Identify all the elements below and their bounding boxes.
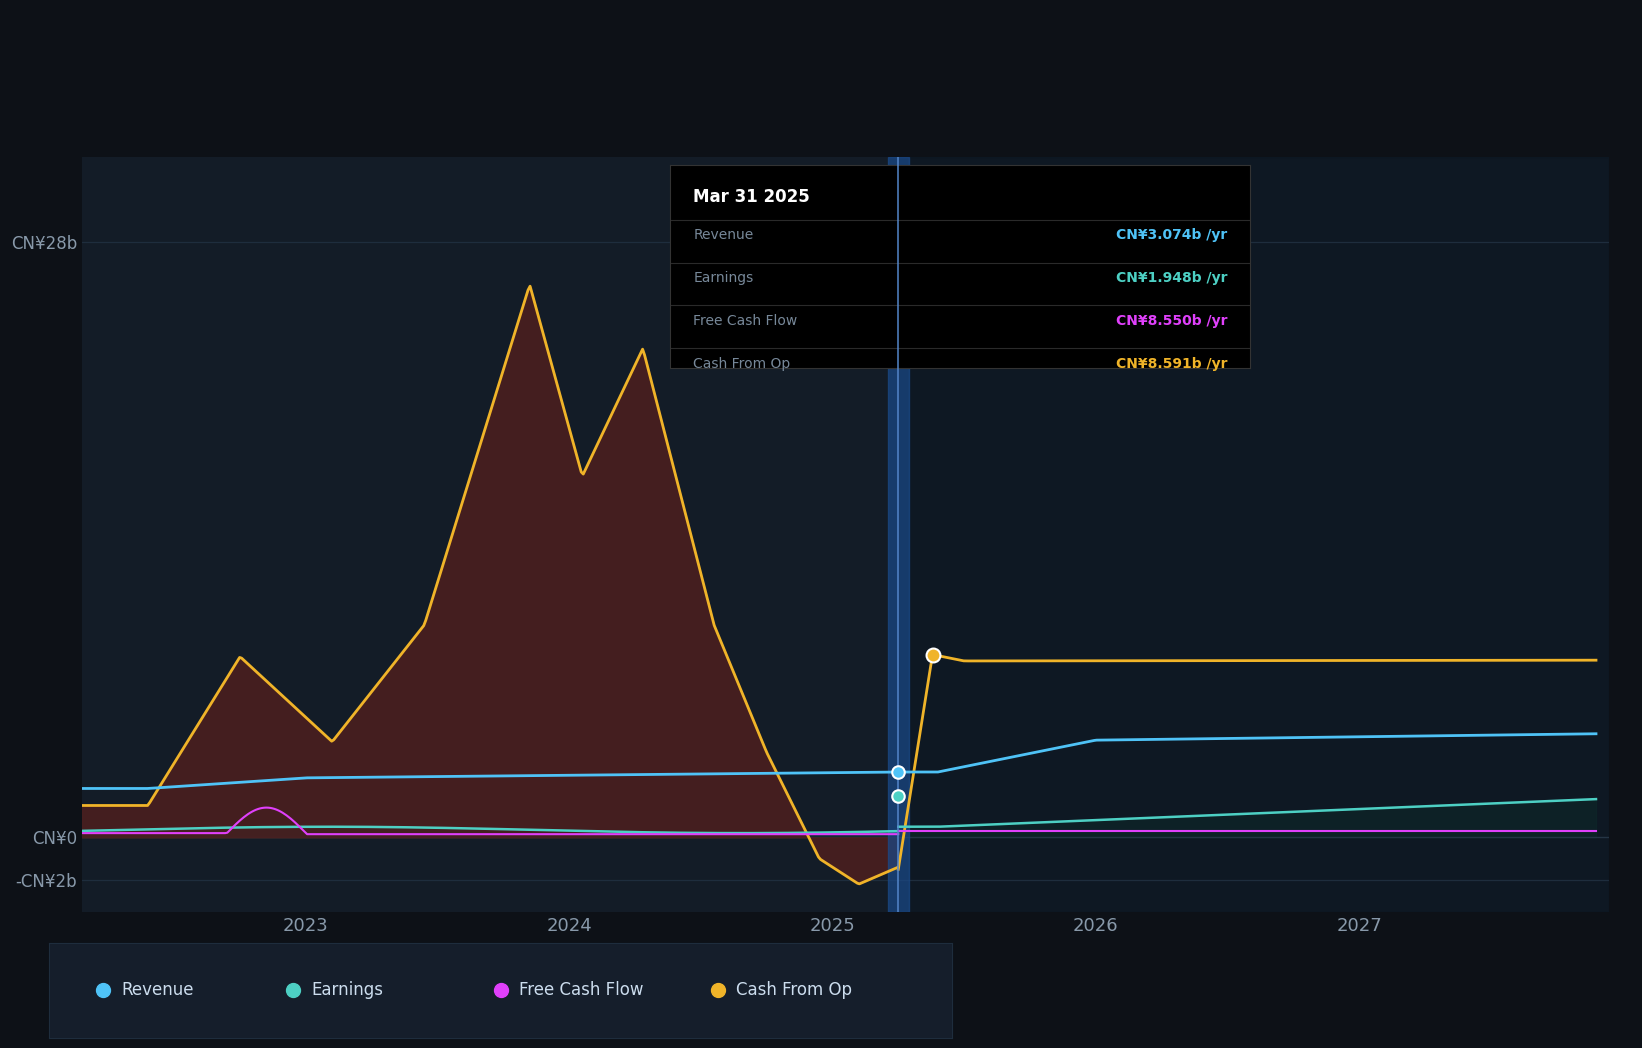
Text: Revenue: Revenue <box>122 981 194 1000</box>
Text: Free Cash Flow: Free Cash Flow <box>519 981 644 1000</box>
Bar <box>898 157 1609 912</box>
Text: Earnings: Earnings <box>312 981 383 1000</box>
Text: Cash From Op: Cash From Op <box>736 981 852 1000</box>
Bar <box>888 157 908 912</box>
Text: Analysts Forecasts: Analysts Forecasts <box>916 187 1072 204</box>
Text: Past: Past <box>846 187 880 204</box>
